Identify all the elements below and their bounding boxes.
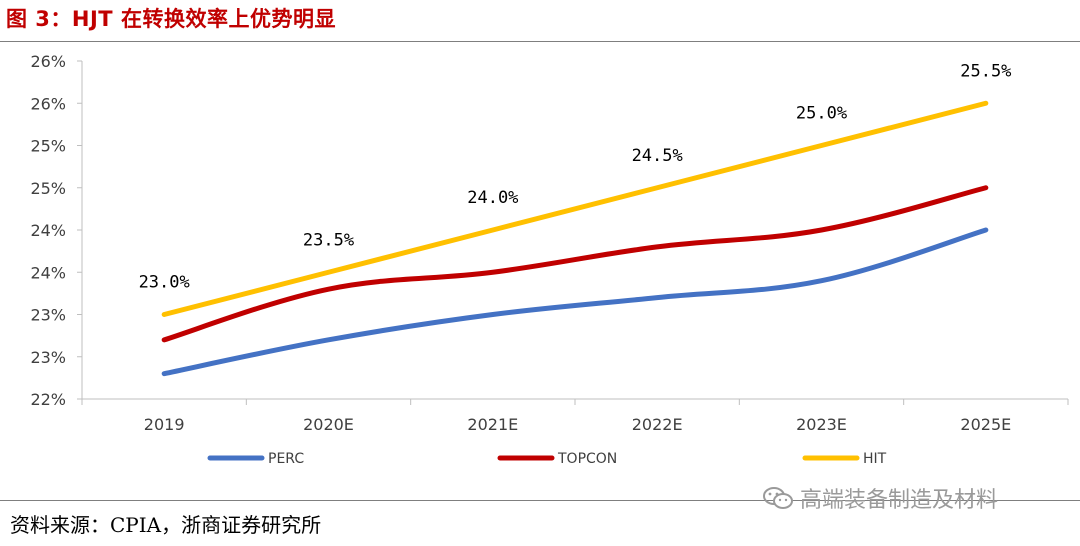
data-label: 24.0% xyxy=(467,188,518,208)
watermark-text: 高端装备制造及材料 xyxy=(800,488,999,513)
x-tick-label: 2021E xyxy=(467,415,518,434)
figure-title: 图 3：HJT 在转换效率上优势明显 xyxy=(6,7,336,31)
series-line-hit xyxy=(161,100,989,317)
data-label: 24.5% xyxy=(632,146,683,166)
y-tick-label: 23% xyxy=(30,306,66,325)
data-label: 23.5% xyxy=(303,230,354,250)
x-tick-label: 2020E xyxy=(303,415,354,434)
y-tick-label: 24% xyxy=(30,221,66,240)
legend-label-hit: HIT xyxy=(863,451,887,467)
wechat-icon xyxy=(763,487,793,509)
legend-label-topcon: TOPCON xyxy=(557,451,617,467)
x-tick-label: 2022E xyxy=(632,415,683,434)
x-tick-label: 2023E xyxy=(796,415,847,434)
series-line-perc xyxy=(161,227,989,377)
y-tick-label: 26% xyxy=(30,94,66,113)
source-divider xyxy=(0,500,1080,501)
data-label: 25.5% xyxy=(960,61,1011,81)
data-label: 25.0% xyxy=(796,104,847,124)
y-tick-label: 22% xyxy=(30,390,66,409)
legend-label-perc: PERC xyxy=(268,451,304,467)
watermark: 高端装备制造及材料 xyxy=(762,482,998,514)
source-note: 资料来源：CPIA，浙商证券研究所 xyxy=(10,513,322,537)
series-line-topcon xyxy=(161,185,989,343)
data-label: 23.0% xyxy=(139,273,190,293)
y-tick-label: 25% xyxy=(30,137,66,156)
y-tick-label: 24% xyxy=(30,263,66,282)
y-tick-label: 25% xyxy=(30,179,66,198)
x-tick-label: 2019 xyxy=(144,415,185,434)
line-chart: 22% 23% 23% 24% 24% 25% 25% 26% 26% 2019 2020E 2021… xyxy=(30,52,1069,467)
y-tick-label: 23% xyxy=(30,348,66,367)
y-tick-label: 26% xyxy=(30,52,66,71)
title-divider xyxy=(0,41,1080,42)
x-tick-label: 2025E xyxy=(960,415,1011,434)
